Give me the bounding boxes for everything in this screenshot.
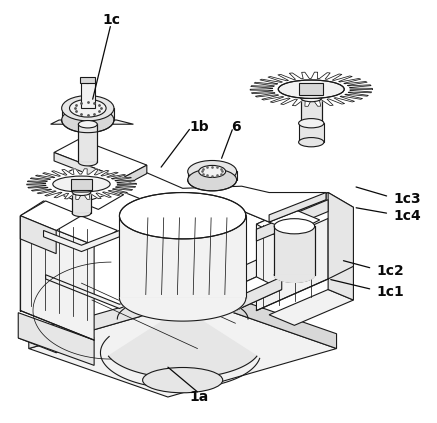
Polygon shape [269,289,354,325]
Polygon shape [72,213,91,217]
Ellipse shape [298,137,324,147]
Polygon shape [45,275,183,308]
Ellipse shape [278,80,344,99]
Text: 1c: 1c [102,13,120,27]
Polygon shape [54,139,147,179]
Ellipse shape [188,169,236,191]
Polygon shape [301,98,322,123]
Ellipse shape [62,96,114,121]
Polygon shape [274,226,315,275]
Polygon shape [257,192,354,239]
Polygon shape [328,192,354,279]
Text: 1c2: 1c2 [377,264,404,277]
Text: 1c3: 1c3 [393,192,421,206]
Ellipse shape [69,99,106,117]
Polygon shape [21,216,56,254]
Polygon shape [51,120,133,124]
Ellipse shape [199,165,225,178]
Polygon shape [299,83,323,95]
Text: 1b: 1b [189,120,208,134]
Polygon shape [21,216,94,340]
Polygon shape [250,72,372,106]
Polygon shape [80,77,95,83]
Polygon shape [298,123,324,142]
Polygon shape [27,169,136,199]
Ellipse shape [72,189,91,195]
Polygon shape [301,123,322,127]
Polygon shape [81,81,94,108]
Text: 1a: 1a [190,390,209,404]
Polygon shape [119,298,246,321]
Polygon shape [72,192,91,213]
Polygon shape [257,192,328,310]
Ellipse shape [81,78,94,83]
Ellipse shape [53,176,110,192]
Polygon shape [119,216,246,298]
Polygon shape [257,200,328,241]
Polygon shape [78,162,97,166]
Ellipse shape [298,118,324,128]
Polygon shape [18,323,94,353]
Polygon shape [29,300,336,397]
Polygon shape [210,277,282,310]
Text: 1c1: 1c1 [377,285,404,299]
Polygon shape [56,161,326,222]
Ellipse shape [142,368,223,393]
Ellipse shape [62,107,114,133]
Polygon shape [121,165,147,187]
Polygon shape [244,199,320,233]
Text: 1c4: 1c4 [393,209,421,223]
Polygon shape [78,124,97,162]
Polygon shape [188,171,236,180]
Text: 6: 6 [231,120,241,134]
Polygon shape [56,178,124,209]
Polygon shape [108,308,257,378]
Ellipse shape [301,94,322,102]
Polygon shape [21,201,117,245]
Ellipse shape [119,192,246,239]
Ellipse shape [274,219,315,234]
Polygon shape [29,285,198,349]
Polygon shape [70,179,93,190]
Polygon shape [18,313,94,365]
Polygon shape [62,108,114,120]
Polygon shape [198,285,336,349]
Polygon shape [44,231,119,252]
Polygon shape [274,275,315,282]
Polygon shape [210,260,257,298]
Ellipse shape [188,160,236,182]
Polygon shape [21,201,81,231]
Polygon shape [54,152,121,187]
Polygon shape [269,192,326,222]
Ellipse shape [78,121,97,128]
Polygon shape [328,256,354,300]
Polygon shape [236,277,282,310]
